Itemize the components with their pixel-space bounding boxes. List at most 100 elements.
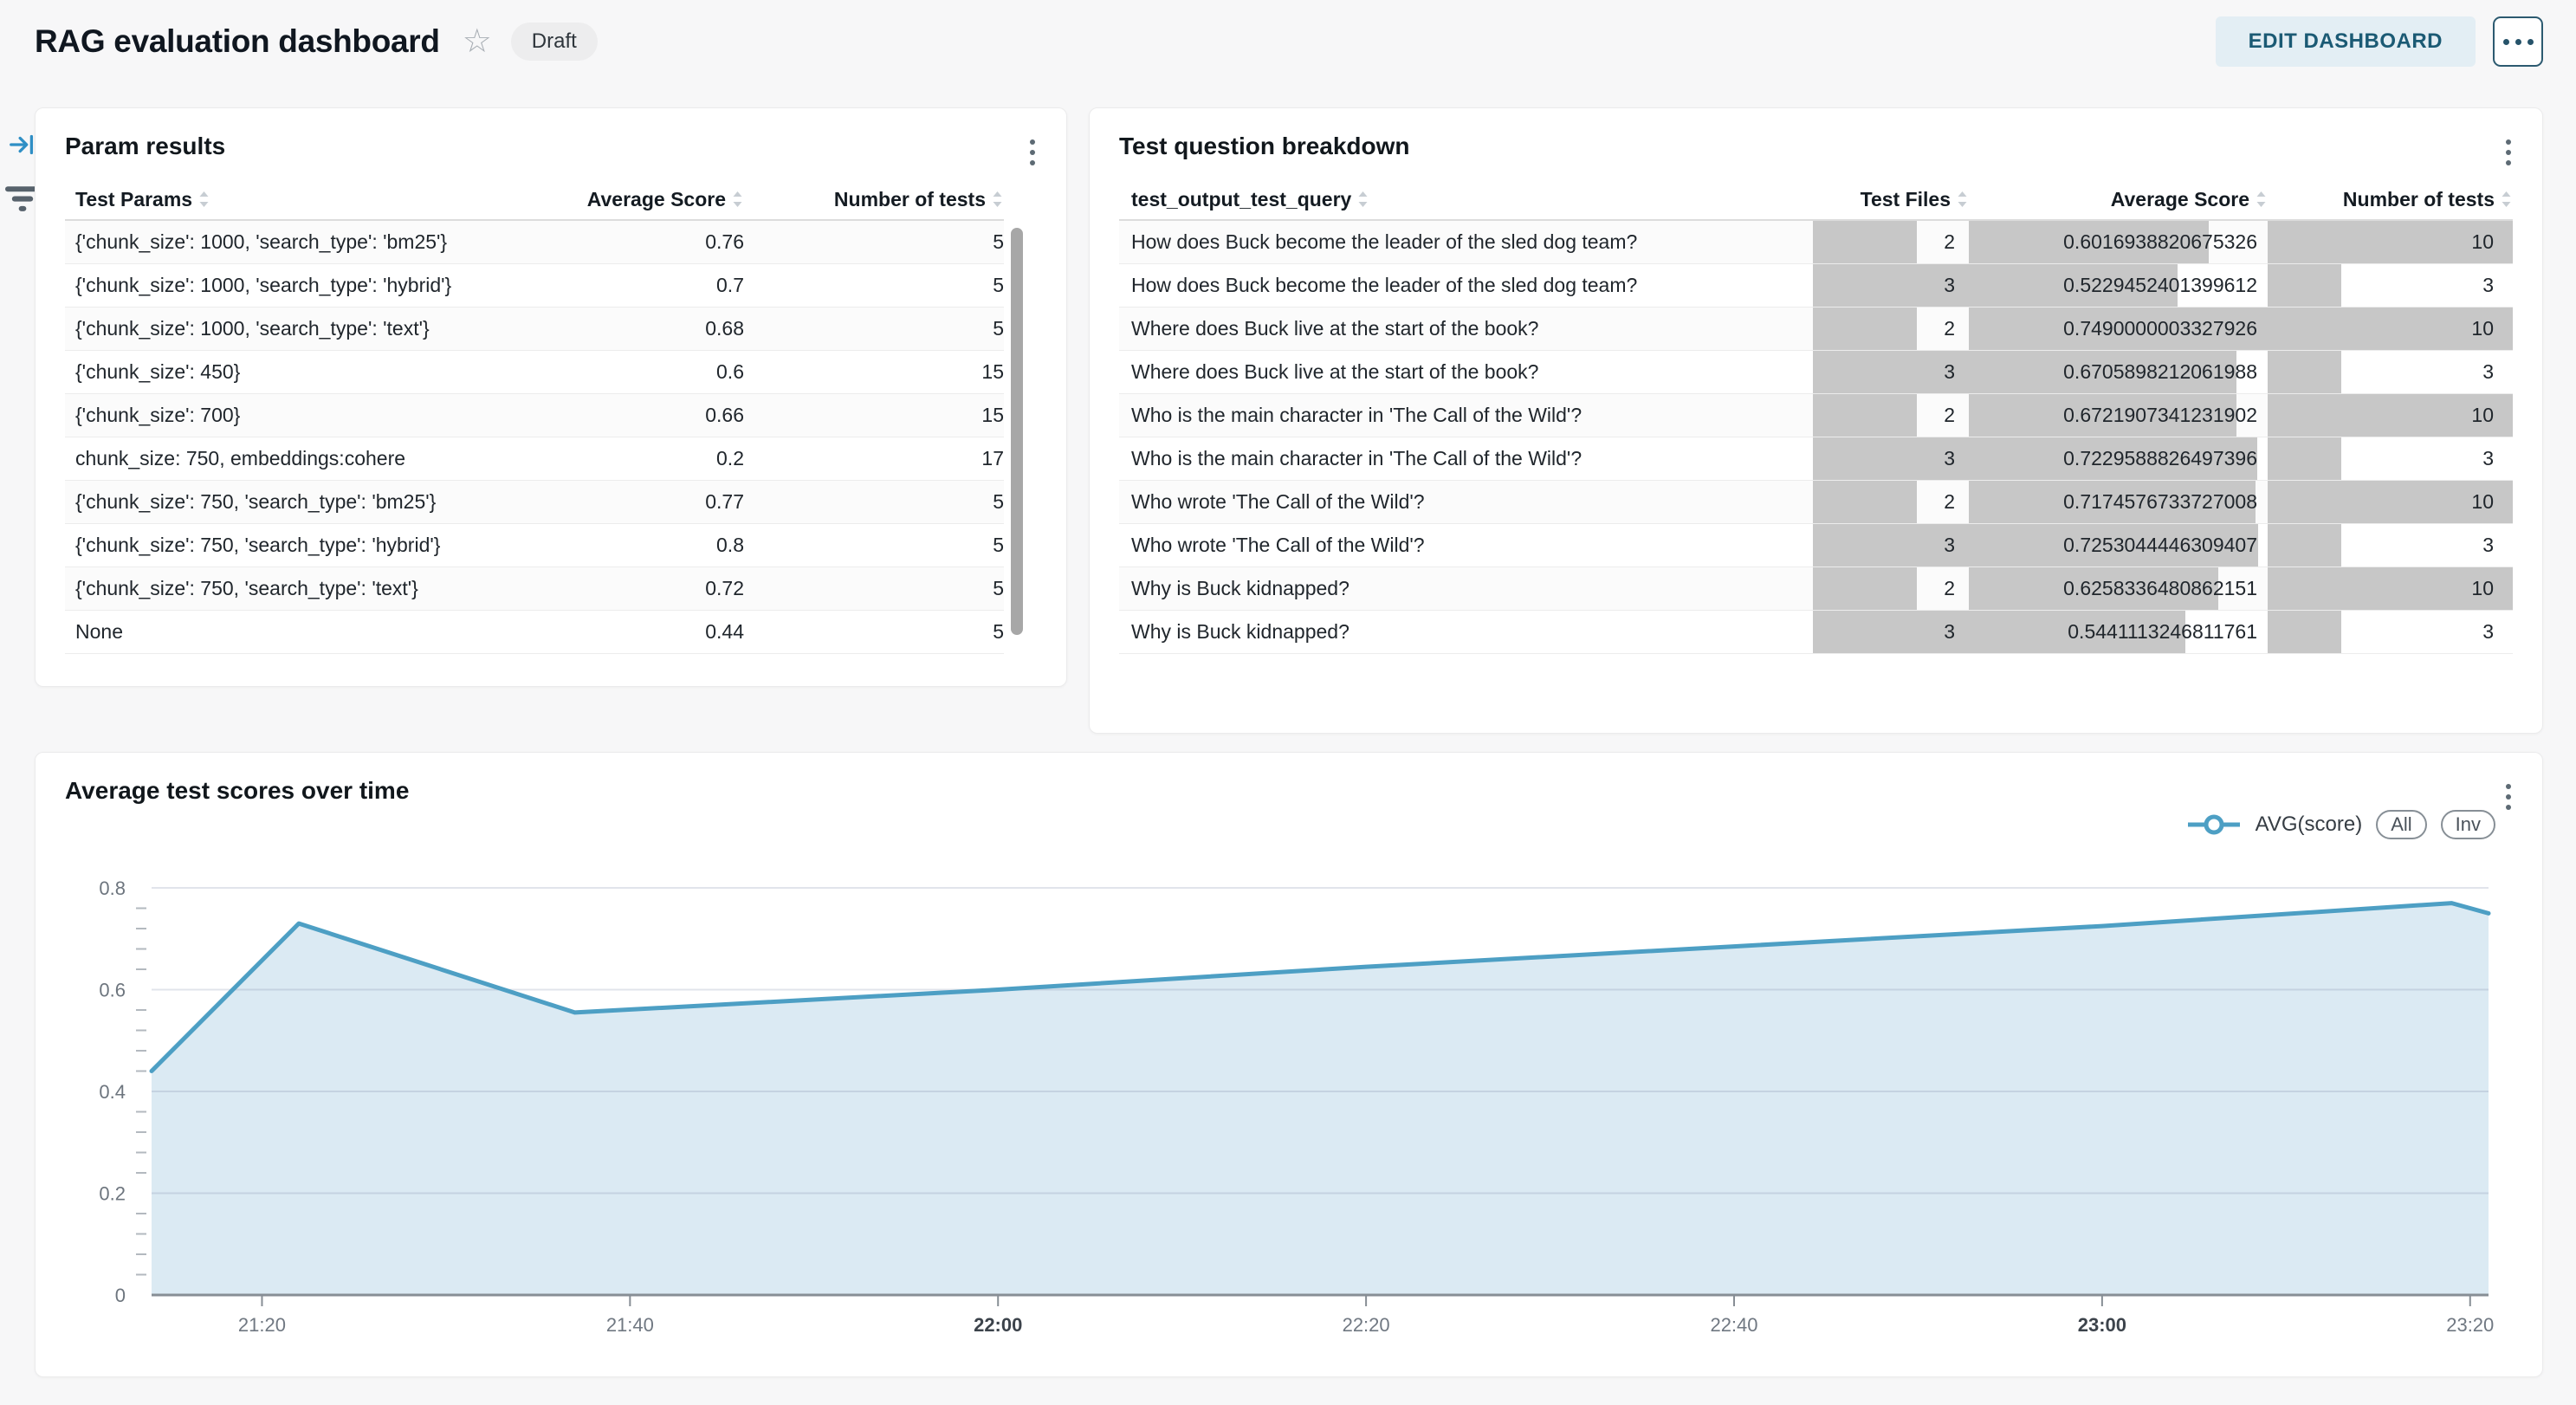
- avg-score-cell: 0.8: [716, 534, 744, 556]
- table-scrollbar: [1011, 226, 1023, 656]
- num-tests-cell: 10: [2268, 394, 2513, 437]
- cell-value: 3: [1944, 360, 1955, 383]
- data-bar: [2268, 394, 2513, 437]
- column-header-average-score[interactable]: Average Score: [1969, 188, 2268, 211]
- y-axis-label: 0: [115, 1285, 126, 1306]
- param-cell: {'chunk_size': 450}: [75, 360, 241, 383]
- data-bar: [1969, 351, 2236, 393]
- left-rail: [5, 130, 40, 217]
- avg-score-cell: 0.6705898212061988: [1969, 351, 2268, 393]
- x-axis-label: 21:20: [238, 1314, 286, 1336]
- table-row: {'chunk_size': 1000, 'search_type': 'bm2…: [65, 221, 1004, 264]
- legend-all-button[interactable]: All: [2376, 810, 2427, 839]
- param-results-title: Param results: [65, 133, 226, 159]
- table-row: Why is Buck kidnapped? 2 0.625833648086215…: [1119, 567, 2513, 611]
- card-menu-kebab-icon[interactable]: [2501, 779, 2516, 815]
- cell-value: 3: [2482, 360, 2494, 383]
- avg-score-cell: 0.7253044446309407: [1969, 524, 2268, 567]
- data-bar: [1813, 611, 1969, 653]
- column-header-number-of-tests[interactable]: Number of tests: [2268, 188, 2513, 211]
- legend-inv-button[interactable]: Inv: [2440, 810, 2495, 839]
- cell-value: 0.6016938820675326: [2063, 230, 2257, 253]
- data-bar: [2268, 264, 2341, 307]
- card-menu-kebab-icon[interactable]: [1025, 134, 1040, 171]
- table-row: Who wrote 'The Call of the Wild'? 3 0.7253…: [1119, 524, 2513, 567]
- data-bar: [2268, 351, 2341, 393]
- data-bar: [1969, 394, 2237, 437]
- ellipsis-dot: [2527, 38, 2534, 45]
- filter-icon[interactable]: [5, 186, 40, 217]
- data-bar: [1813, 524, 1969, 567]
- avg-score-cell: 0.2: [716, 447, 744, 469]
- cell-value: 10: [2471, 230, 2494, 253]
- num-tests-cell: 10: [2268, 567, 2513, 610]
- column-header-test-query[interactable]: test_output_test_query: [1119, 188, 1813, 211]
- data-bar: [2268, 524, 2341, 567]
- cell-value: 3: [2482, 447, 2494, 469]
- test-files-cell: 2: [1813, 567, 1969, 610]
- test-files-cell: 2: [1813, 394, 1969, 437]
- data-bar: [1969, 567, 2219, 610]
- table-row: How does Buck become the leader of the s…: [1119, 221, 2513, 264]
- data-bar: [1813, 351, 1969, 393]
- column-header-average-score[interactable]: Average Score: [493, 188, 744, 211]
- data-bar: [1969, 264, 2178, 307]
- num-tests-cell: 17: [981, 447, 1004, 469]
- data-bar: [1813, 221, 1918, 263]
- sort-arrows-icon[interactable]: [2500, 189, 2513, 210]
- test-files-cell: 3: [1813, 437, 1969, 480]
- query-cell: How does Buck become the leader of the s…: [1131, 230, 1638, 253]
- avg-score-cell: 0.7229588826497396: [1969, 437, 2268, 480]
- param-cell: {'chunk_size': 750, 'search_type': 'hybr…: [75, 534, 441, 556]
- favorite-star-icon[interactable]: ☆: [462, 23, 492, 60]
- x-axis-label: 22:40: [1710, 1314, 1757, 1336]
- scores-area-chart[interactable]: 0 0.2 0.4 0.6 0.8 21:20 21:40 22:00 22:20 22:40 23…: [36, 857, 2544, 1359]
- y-axis-label: 0.4: [99, 1081, 126, 1103]
- table-row: {'chunk_size': 750, 'search_type': 'hybr…: [65, 524, 1004, 567]
- sort-arrows-icon[interactable]: [197, 189, 210, 210]
- sort-arrows-icon[interactable]: [731, 189, 744, 210]
- sort-arrows-icon[interactable]: [2255, 189, 2268, 210]
- num-tests-cell: 3: [2268, 264, 2513, 307]
- scrollbar-thumb[interactable]: [1011, 228, 1023, 635]
- test-files-cell: 3: [1813, 611, 1969, 653]
- param-cell: {'chunk_size': 750, 'search_type': 'text…: [75, 577, 418, 599]
- avg-score-cell: 0.6016938820675326: [1969, 221, 2268, 263]
- cell-value: 2: [1944, 490, 1955, 513]
- avg-score-cell: 0.7174576733727008: [1969, 481, 2268, 523]
- table-row: {'chunk_size': 1000, 'search_type': 'tex…: [65, 308, 1004, 351]
- breakdown-rows: How does Buck become the leader of the s…: [1119, 221, 2513, 654]
- test-files-cell: 3: [1813, 524, 1969, 567]
- cell-value: 10: [2471, 317, 2494, 340]
- more-options-button[interactable]: [2493, 16, 2543, 67]
- query-cell: Why is Buck kidnapped?: [1131, 577, 1349, 599]
- chart-legend: AVG(score) All Inv: [2186, 810, 2495, 839]
- collapse-panel-arrow-icon[interactable]: [8, 130, 37, 164]
- scores-over-time-card: Average test scores over time AVG(score)…: [35, 752, 2543, 1377]
- num-tests-cell: 3: [2268, 437, 2513, 480]
- area-fill: [152, 903, 2489, 1295]
- data-bar: [1969, 611, 2186, 653]
- edit-dashboard-button[interactable]: EDIT DASHBOARD: [2215, 16, 2476, 67]
- card-menu-kebab-icon[interactable]: [2501, 134, 2516, 171]
- test-files-cell: 3: [1813, 351, 1969, 393]
- sort-arrows-icon[interactable]: [1956, 189, 1969, 210]
- x-axis-label: 22:00: [974, 1314, 1022, 1336]
- sort-arrows-icon[interactable]: [991, 189, 1004, 210]
- num-tests-cell: 5: [993, 490, 1004, 513]
- column-header-test-files[interactable]: Test Files: [1813, 188, 1969, 211]
- query-cell: Who wrote 'The Call of the Wild'?: [1131, 534, 1425, 556]
- column-header-test-params[interactable]: Test Params: [65, 188, 493, 211]
- y-axis-label: 0.6: [99, 980, 126, 1001]
- query-cell: Where does Buck live at the start of the…: [1131, 360, 1539, 383]
- cell-value: 3: [2482, 534, 2494, 556]
- avg-score-cell: 0.5229452401399612: [1969, 264, 2268, 307]
- num-tests-cell: 15: [981, 360, 1004, 383]
- data-bar: [2268, 567, 2513, 610]
- param-cell: {'chunk_size': 1000, 'search_type': 'tex…: [75, 317, 430, 340]
- num-tests-cell: 5: [993, 230, 1004, 253]
- sort-arrows-icon[interactable]: [1356, 189, 1369, 210]
- column-header-number-of-tests[interactable]: Number of tests: [744, 188, 1004, 211]
- data-bar: [1969, 308, 2268, 350]
- legend-series-label[interactable]: AVG(score): [2255, 813, 2363, 836]
